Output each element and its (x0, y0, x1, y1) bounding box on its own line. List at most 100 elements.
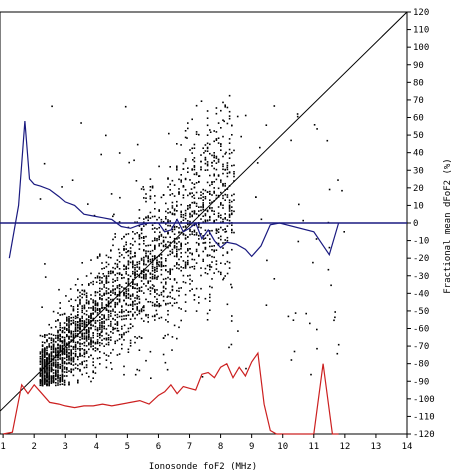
scatter-point (166, 368, 169, 371)
scatter-point (153, 285, 155, 287)
scatter-point (328, 246, 331, 249)
scatter-point (83, 323, 86, 326)
scatter-point (143, 292, 145, 294)
scatter-point (101, 282, 103, 284)
scatter-point (151, 284, 154, 286)
scatter-point (167, 219, 169, 221)
scatter-point (184, 263, 187, 265)
scatter-point (136, 263, 138, 266)
scatter-point (127, 260, 130, 262)
scatter-point (198, 254, 200, 256)
scatter-point (206, 146, 209, 149)
scatter-point (259, 146, 261, 149)
scatter-point (147, 256, 149, 259)
scatter-point (171, 201, 174, 204)
x-tick-label: 13 (371, 442, 382, 452)
scatter-point (209, 300, 211, 302)
scatter-point (149, 276, 152, 279)
scatter-point (107, 270, 110, 273)
scatter-point (156, 265, 158, 268)
scatter-point (103, 352, 105, 355)
scatter-point (166, 296, 169, 298)
scatter-point (173, 209, 176, 212)
scatter-point (215, 139, 218, 141)
scatter-point (182, 281, 185, 283)
scatter-point (79, 324, 81, 327)
scatter-point (213, 181, 215, 183)
scatter-point (187, 223, 189, 226)
scatter-point (70, 320, 72, 322)
scatter-point (154, 239, 156, 242)
scatter-point (191, 201, 193, 204)
scatter-point (220, 179, 222, 181)
scatter-point (204, 267, 207, 270)
scatter-point (154, 231, 156, 233)
scatter-point (99, 276, 101, 279)
scatter-point (127, 267, 130, 270)
scatter-point (59, 349, 61, 351)
scatter-point (140, 309, 143, 311)
scatter-point (81, 322, 83, 325)
scatter-point (228, 346, 230, 349)
scatter-point (46, 346, 48, 348)
scatter-point (57, 346, 59, 349)
scatter-point (96, 329, 99, 332)
scatter-point (105, 277, 108, 280)
scatter-point (224, 185, 226, 187)
scatter-point (143, 249, 145, 251)
scatter-point (206, 181, 209, 184)
scatter-point (50, 362, 53, 365)
scatter-point (154, 269, 156, 271)
scatter-point (187, 255, 189, 258)
scatter-point (147, 257, 149, 260)
scatter-point (140, 280, 143, 282)
scatter-point (140, 310, 143, 313)
scatter-point (105, 354, 108, 356)
scatter-point (228, 216, 231, 218)
scatter-point (77, 330, 79, 332)
scatter-point (121, 347, 123, 350)
scatter-point (136, 284, 138, 287)
scatter-point (85, 296, 88, 299)
scatter-point (204, 248, 207, 250)
scatter-point (220, 238, 222, 241)
scatter-point (233, 164, 235, 167)
scatter-point (105, 343, 108, 346)
scatter-point (145, 197, 147, 199)
scatter-point (61, 336, 64, 339)
scatter-point (189, 220, 191, 223)
scatter-point (77, 356, 79, 358)
scatter-point (143, 261, 145, 263)
scatter-point (151, 259, 154, 262)
scatter-point (125, 314, 127, 317)
scatter-point (296, 113, 299, 115)
scatter-point (156, 262, 158, 264)
scatter-point (143, 240, 145, 242)
scatter-point (224, 263, 226, 265)
scatter-point (138, 266, 141, 269)
scatter-point (154, 244, 156, 247)
scatter-point (63, 326, 66, 329)
scatter-point (193, 234, 196, 236)
scatter-point (337, 179, 339, 181)
scatter-point (96, 339, 99, 341)
scatter-point (211, 183, 213, 185)
scatter-point (145, 216, 147, 218)
scatter-point (187, 236, 189, 238)
scatter-point (105, 275, 108, 277)
scatter-point (191, 214, 193, 217)
scatter-point (171, 212, 174, 215)
scatter-point (189, 278, 191, 281)
scatter-point (151, 287, 154, 290)
scatter-point (121, 343, 123, 346)
scatter-point (223, 277, 225, 279)
scatter-point (79, 354, 81, 356)
scatter-point (112, 292, 114, 294)
scatter-point (158, 235, 160, 237)
scatter-point (88, 333, 90, 335)
scatter-point (231, 194, 233, 197)
scatter-point (189, 290, 191, 292)
scatter-point (99, 336, 101, 339)
scatter-point (44, 379, 46, 382)
scatter-point (143, 271, 145, 273)
